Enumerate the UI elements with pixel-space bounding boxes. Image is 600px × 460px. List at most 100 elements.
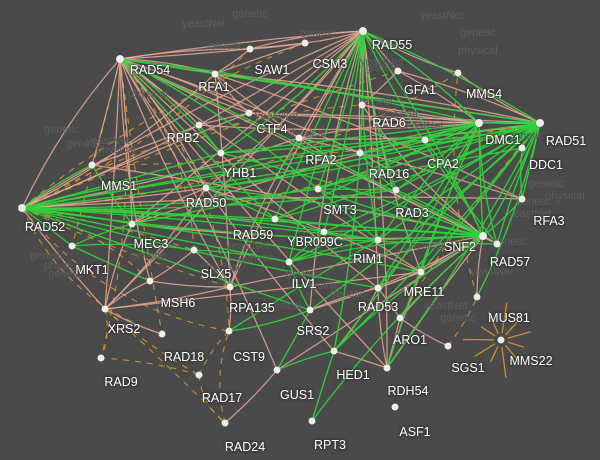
graph-node-yhb1[interactable] bbox=[217, 149, 225, 157]
graph-node-cpa2[interactable] bbox=[421, 136, 429, 144]
edge-genetic bbox=[131, 147, 523, 225]
graph-node-cst9[interactable] bbox=[225, 327, 233, 335]
edge-physical bbox=[361, 104, 541, 124]
graph-node-mus81[interactable] bbox=[473, 293, 481, 301]
edge-genetic bbox=[71, 243, 195, 251]
graph-node-gus1[interactable] bbox=[273, 366, 281, 374]
graph-node-ctf4[interactable] bbox=[245, 109, 253, 117]
graph-node-rfa1[interactable] bbox=[211, 70, 219, 78]
edge-yeastNet bbox=[447, 296, 478, 347]
graph-node-rad53[interactable] bbox=[374, 284, 382, 292]
edge-yeastNet bbox=[21, 207, 231, 288]
edge-genetic bbox=[21, 164, 93, 209]
edge-yeastNet bbox=[505, 321, 518, 336]
edge-yeastNet bbox=[198, 330, 230, 376]
graph-node-rad57[interactable] bbox=[493, 240, 501, 248]
graph-node-ilv1[interactable] bbox=[285, 258, 293, 266]
edge-genetic bbox=[333, 122, 541, 352]
graph-node-mms4[interactable] bbox=[454, 69, 462, 77]
graph-node-snf2[interactable] bbox=[479, 232, 487, 240]
edge-genetic bbox=[362, 30, 480, 124]
edge-genetic bbox=[424, 122, 480, 141]
edge-genetic bbox=[478, 122, 498, 245]
edge-physical bbox=[304, 30, 364, 44]
graph-node-saw1[interactable] bbox=[246, 45, 254, 53]
graph-node-rad18[interactable] bbox=[158, 330, 166, 338]
graph-node-rpb2[interactable] bbox=[195, 121, 203, 129]
edge-yeastNet bbox=[21, 104, 363, 209]
graph-node-srs2[interactable] bbox=[306, 306, 314, 314]
edge-genetic bbox=[317, 30, 364, 190]
graph-node-ddc1[interactable] bbox=[518, 144, 526, 152]
edge-physical bbox=[276, 235, 484, 371]
graph-node-smt3[interactable] bbox=[314, 185, 322, 193]
edge-genetic bbox=[119, 58, 222, 154]
edge-physical bbox=[131, 187, 207, 225]
edge-yeastNet bbox=[490, 346, 499, 362]
graph-node-rad55[interactable] bbox=[359, 27, 367, 35]
edge-genetic bbox=[21, 207, 311, 311]
edge-yeastNet bbox=[219, 330, 230, 424]
graph-node-rfa2[interactable] bbox=[295, 134, 303, 142]
graph-node-rpt3[interactable] bbox=[308, 417, 316, 425]
graph-node-csm3[interactable] bbox=[301, 39, 309, 47]
edge-genetic bbox=[21, 152, 361, 209]
edge-genetic bbox=[21, 139, 426, 209]
edge-physical bbox=[21, 58, 121, 209]
graph-node-mre11[interactable] bbox=[417, 268, 425, 276]
edge-physical bbox=[119, 48, 251, 60]
edge-physical bbox=[119, 58, 361, 154]
edge-genetic bbox=[205, 122, 541, 189]
graph-node-mms1[interactable] bbox=[88, 161, 96, 169]
edge-physical bbox=[104, 308, 163, 335]
edge-yeastNet bbox=[104, 308, 226, 424]
graph-node-gfa1[interactable] bbox=[394, 67, 402, 75]
graph-node-rim1[interactable] bbox=[374, 236, 382, 244]
edge-genetic bbox=[21, 207, 290, 263]
graph-node-rad59[interactable] bbox=[271, 215, 279, 223]
edge-genetic bbox=[476, 122, 541, 298]
graph-node-rad17[interactable] bbox=[195, 371, 203, 379]
edge-physical bbox=[119, 30, 364, 60]
graph-node-mkt1[interactable] bbox=[68, 242, 76, 250]
edge-physical bbox=[476, 235, 484, 298]
edge-physical bbox=[104, 280, 151, 310]
graph-node-rdh54[interactable] bbox=[383, 364, 391, 372]
edge-yeastNet bbox=[100, 308, 108, 359]
edge-yeastNet bbox=[480, 326, 496, 337]
edge-genetic bbox=[377, 122, 480, 289]
edge-physical bbox=[214, 73, 523, 200]
graph-node-dmc1[interactable] bbox=[475, 119, 483, 127]
graph-node-rad24[interactable] bbox=[221, 419, 229, 427]
edge-physical bbox=[229, 137, 300, 288]
graph-node-rad50[interactable] bbox=[202, 184, 210, 192]
graph-node-rpa135[interactable] bbox=[226, 283, 234, 291]
graph-node-ybr099c[interactable] bbox=[320, 228, 328, 236]
graph-node-rad51[interactable] bbox=[536, 119, 544, 127]
graph-node-rad6[interactable] bbox=[358, 101, 366, 109]
graph-node-rad9[interactable] bbox=[97, 354, 105, 362]
edge-genetic bbox=[220, 30, 364, 154]
graph-node-hed1[interactable] bbox=[330, 347, 338, 355]
graph-node-sgs1[interactable] bbox=[444, 342, 452, 350]
edge-physical bbox=[119, 58, 388, 369]
graph-node-msh6[interactable] bbox=[146, 277, 154, 285]
graph-node-mec3[interactable] bbox=[128, 220, 136, 228]
graph-node-rfa3[interactable] bbox=[518, 195, 526, 203]
graph-node-mms22[interactable] bbox=[497, 336, 505, 344]
edge-genetic bbox=[311, 350, 335, 422]
edge-genetic bbox=[276, 309, 311, 371]
graph-node-asf1[interactable] bbox=[391, 403, 399, 411]
graph-node-slx5[interactable] bbox=[190, 246, 198, 254]
edge-genetic bbox=[205, 122, 480, 189]
graph-node-rad52[interactable] bbox=[18, 204, 26, 212]
edge-genetic bbox=[395, 122, 541, 191]
graph-node-aro1[interactable] bbox=[396, 314, 404, 322]
edge-physical bbox=[377, 271, 422, 289]
graph-node-rad54[interactable] bbox=[116, 55, 124, 63]
edge-genetic bbox=[288, 239, 379, 263]
graph-node-rad16[interactable] bbox=[356, 149, 364, 157]
graph-node-xrs2[interactable] bbox=[101, 305, 109, 313]
graph-node-rad3[interactable] bbox=[392, 186, 400, 194]
